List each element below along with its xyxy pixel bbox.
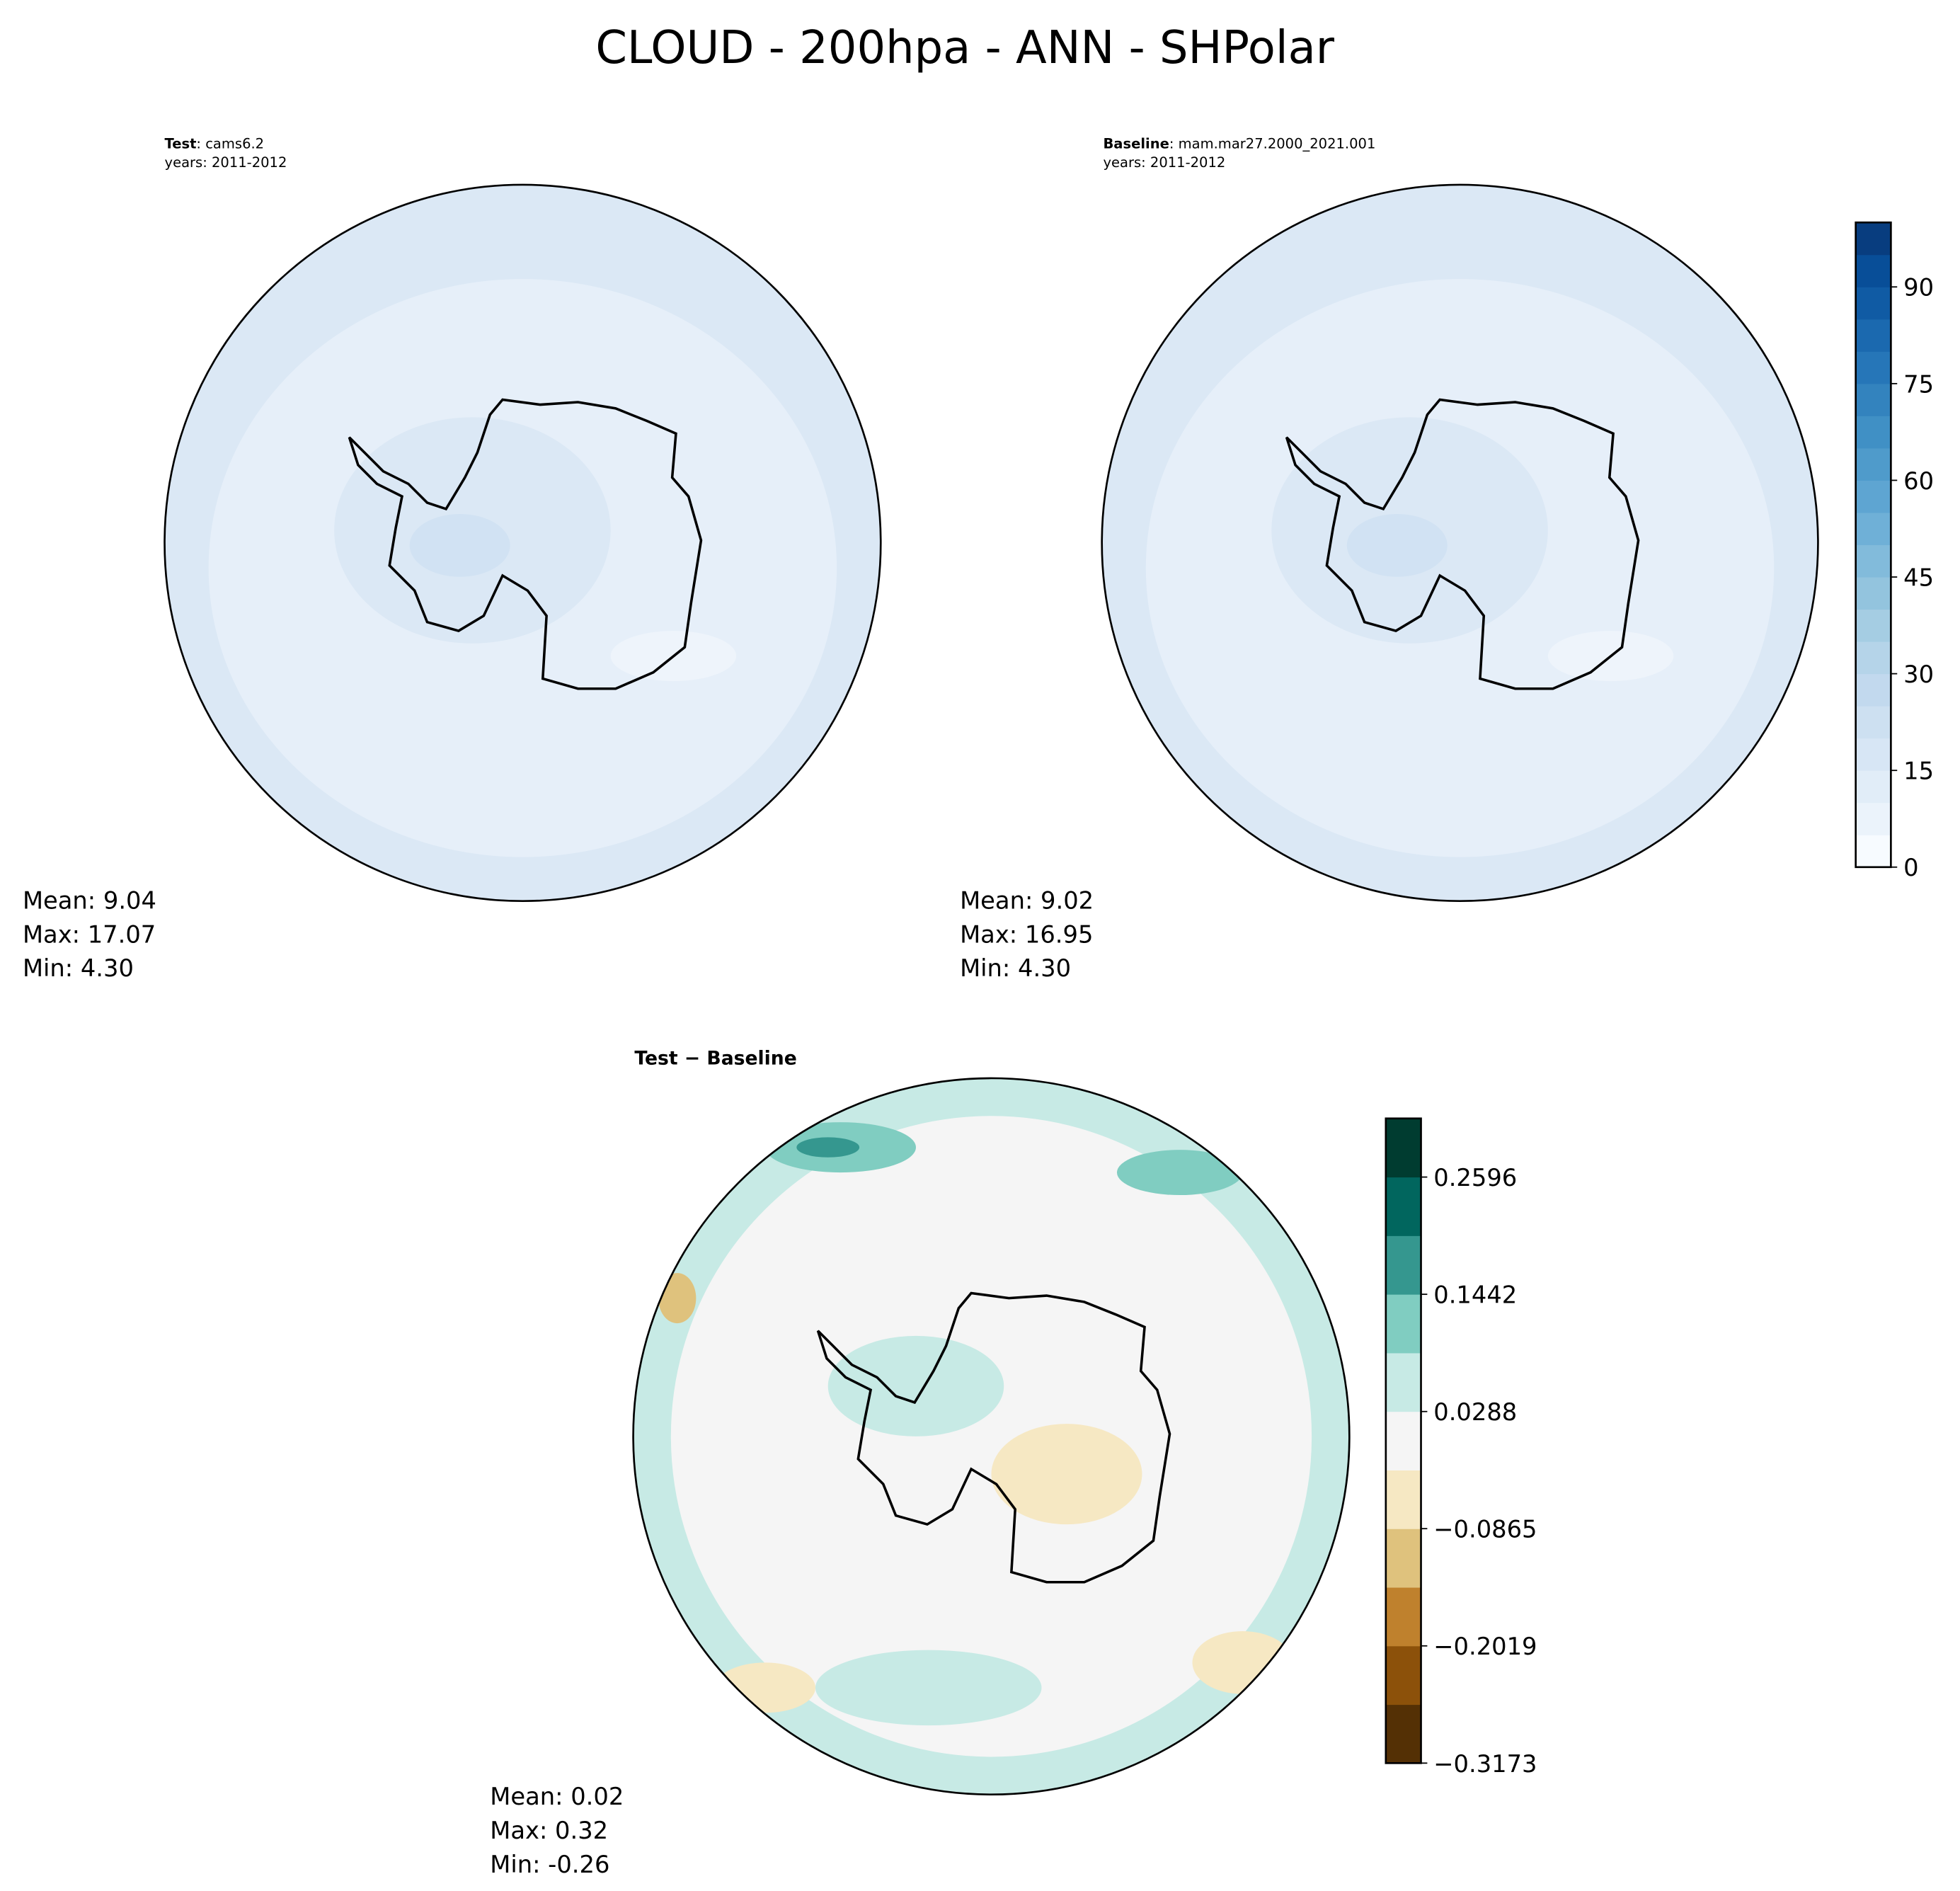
colorbar-band <box>1855 577 1891 610</box>
colorbar-band <box>1855 770 1891 804</box>
colorbar-tick-label: 30 <box>1903 661 1934 688</box>
colorbar-tick-label: 0.1442 <box>1433 1281 1517 1309</box>
stat: Mean: 0.02 <box>490 1783 624 1810</box>
colorbar-band <box>1855 802 1891 835</box>
panel-years: years: 2011-2012 <box>1103 154 1225 171</box>
colorbar-band <box>1385 1645 1421 1706</box>
colorbar-tick-label: 15 <box>1903 758 1934 785</box>
colorbar-band <box>1855 416 1891 449</box>
colorbar-band <box>1385 1235 1421 1295</box>
colorbar-band <box>1855 641 1891 675</box>
colorbar-tick-label: 0 <box>1903 854 1918 881</box>
stat: Max: 17.07 <box>23 920 156 948</box>
panel-label: Test: cams6.2 <box>165 135 265 152</box>
colorbar-band <box>1385 1294 1421 1354</box>
colorbar-band <box>1855 319 1891 352</box>
colorbar-band <box>1855 673 1891 707</box>
colorbar-band <box>1385 1411 1421 1470</box>
colorbar-tick-label: 75 <box>1903 370 1934 398</box>
map-baseline <box>1101 183 1819 903</box>
colorbar-band <box>1385 1529 1421 1588</box>
colorbar-band <box>1855 544 1891 578</box>
colorbar-band <box>1855 351 1891 384</box>
stat: Min: -0.26 <box>490 1851 609 1878</box>
colorbar-band <box>1385 1177 1421 1236</box>
colorbar-band <box>1385 1587 1421 1647</box>
colorbar-band <box>1385 1352 1421 1412</box>
colorbar-tick-label: −0.0865 <box>1433 1516 1537 1543</box>
colorbar-band <box>1855 222 1891 256</box>
map-difference <box>632 1077 1351 1796</box>
stat: Min: 4.30 <box>960 954 1071 982</box>
colorbar-band <box>1855 447 1891 481</box>
colorbar-tick-label: 0.0288 <box>1433 1398 1517 1426</box>
colorbar-tick-label: 0.2596 <box>1433 1164 1517 1192</box>
colorbar-tick-label: 45 <box>1903 564 1934 591</box>
colorbar-band <box>1855 254 1891 287</box>
colorbar-band <box>1385 1704 1421 1764</box>
colorbar-tick-label: 90 <box>1903 274 1934 302</box>
stat: Min: 4.30 <box>23 954 134 982</box>
colorbar-frame <box>1385 1117 1422 1764</box>
stat: Max: 0.32 <box>490 1817 608 1844</box>
colorbar-band <box>1855 383 1891 416</box>
panel-label: Test − Baseline <box>634 1047 796 1069</box>
colorbar-band <box>1385 1118 1421 1178</box>
colorbar-band <box>1855 480 1891 513</box>
colorbar-band <box>1855 706 1891 739</box>
stat: Mean: 9.04 <box>23 886 156 914</box>
colorbar-tick-label: 60 <box>1903 467 1934 495</box>
colorbar-band <box>1855 287 1891 320</box>
colorbar-tick-label: −0.3173 <box>1433 1750 1537 1778</box>
stat: Mean: 9.02 <box>960 886 1094 914</box>
colorbar-band <box>1855 738 1891 771</box>
map-test <box>164 183 882 903</box>
stat: Max: 16.95 <box>960 920 1093 948</box>
colorbar-frame <box>1855 221 1892 869</box>
colorbar-band <box>1855 835 1891 868</box>
colorbar-tick-label: −0.2019 <box>1433 1633 1537 1660</box>
colorbar-band <box>1855 609 1891 642</box>
panel-label: Baseline: mam.mar27.2000_2021.001 <box>1103 135 1375 152</box>
panel-years: years: 2011-2012 <box>165 154 287 171</box>
figure-title: CLOUD - 200hpa - ANN - SHPolar <box>595 22 1334 74</box>
colorbar-band <box>1385 1470 1421 1529</box>
colorbar-band <box>1855 512 1891 546</box>
